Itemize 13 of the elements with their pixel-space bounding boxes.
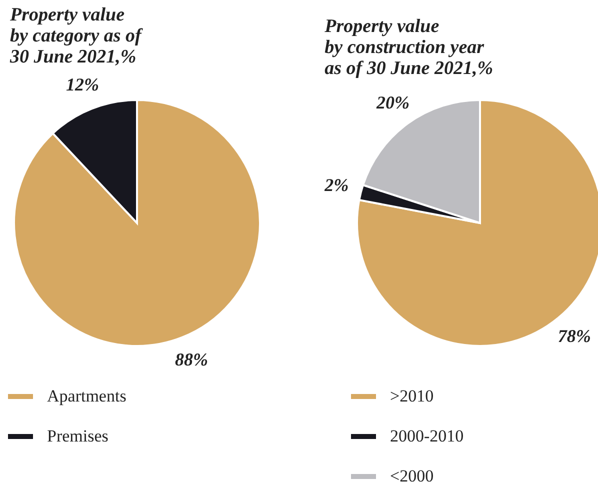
legend-label: <2000 — [390, 466, 434, 486]
legend-label: 2000-2010 — [390, 426, 464, 446]
data-label: 78% — [558, 326, 591, 346]
legend-label: >2010 — [390, 386, 434, 406]
pie-slice — [13, 99, 261, 347]
chart-title: Property value by construction year as of 30 June 2021,% — [324, 16, 494, 79]
legend-label: Apartments — [47, 386, 126, 406]
chart-title: Property value by category as of 30 June 2021,% — [9, 4, 144, 68]
data-label: 2% — [324, 175, 349, 196]
data-label: 20% — [376, 92, 410, 112]
data-label: 12% — [66, 74, 100, 94]
data-label: 88% — [174, 350, 208, 370]
legend-label: Premises — [47, 426, 108, 446]
